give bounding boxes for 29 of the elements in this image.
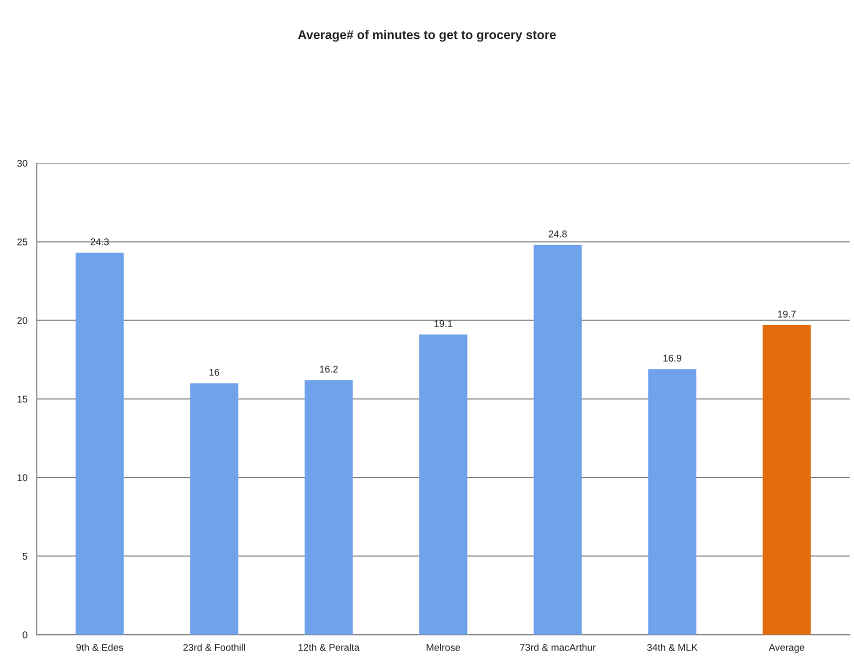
bar [304,380,353,635]
bar [419,334,468,635]
x-tick-label: 23rd & Foothill [183,644,245,651]
bar [534,244,582,635]
y-tick-label: 0 [22,631,28,638]
bar [648,369,696,635]
bar [190,383,238,635]
x-tick-label: 9th & Edes [76,644,124,651]
data-label: 16 [210,368,220,376]
x-tick-label: 12th & Peralta [298,644,360,651]
data-label: 24.8 [548,230,567,238]
x-tick-label: 73rd & macArthur [520,644,596,651]
data-label: 24.3 [90,238,109,246]
y-tick-label: 15 [18,396,28,403]
y-tick-label: 30 [17,160,28,167]
y-tick-label: 25 [17,238,28,246]
y-tick-label: 10 [18,474,28,482]
x-tick-label: Melrose [426,644,460,651]
x-tick-label: Average [768,644,804,653]
bar [762,325,811,635]
data-label: 16.9 [664,354,682,362]
x-tick-label: 34th & MLK [647,644,698,651]
data-label: 19.7 [778,310,796,318]
chart-title: Average# of minutes to get to grocery store [298,30,556,42]
bar [76,252,124,635]
data-label: 19.1 [434,320,452,328]
data-label: 16.2 [320,366,338,373]
y-tick-label: 20 [17,317,28,324]
y-tick-label: 5 [22,552,28,560]
